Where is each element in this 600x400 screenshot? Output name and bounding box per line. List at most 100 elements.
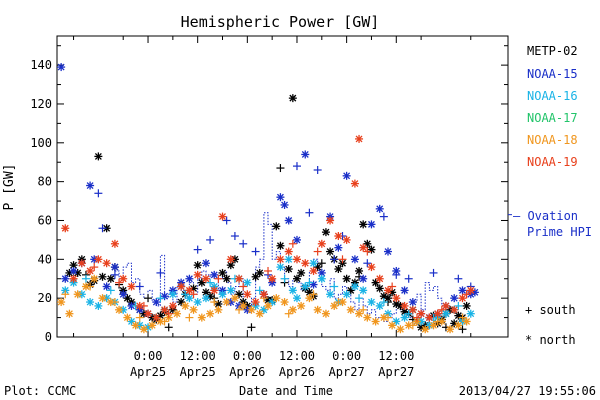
point-south-noaa-19 [462,290,471,299]
point-north-noaa-15 [69,266,78,275]
point-north-noaa-18 [172,309,181,318]
point-north-noaa-15 [392,266,401,275]
point-north-metp-02 [342,274,351,283]
legend-entry-noaa-17: NOAA-17 [527,111,578,125]
point-north-noaa-16 [350,282,359,291]
point-north-noaa-16 [326,290,335,299]
point-north-noaa-18 [462,317,471,326]
point-north-noaa-18 [346,305,355,314]
point-north-noaa-18 [139,325,148,334]
y-tick-label: 20 [38,291,52,305]
point-north-noaa-18 [90,274,99,283]
point-south-noaa-15 [98,224,107,233]
point-north-noaa-19 [210,286,219,295]
point-south-noaa-18 [284,309,293,318]
point-north-metp-02 [384,294,393,303]
point-south-noaa-16 [379,298,388,307]
x-tick-date-label: Apr26 [229,365,265,379]
footer-timestamp: 2013/04/27 19:55:06 [459,384,596,398]
point-south-noaa-15 [222,216,231,225]
point-north-noaa-18 [81,282,90,291]
point-north-noaa-15 [210,270,219,279]
point-north-noaa-19 [127,282,136,291]
point-south-noaa-15 [330,255,339,264]
point-north-noaa-18 [148,321,157,330]
point-north-noaa-15 [152,298,161,307]
point-north-noaa-18 [421,325,430,334]
point-north-noaa-18 [272,294,281,303]
point-south-noaa-16 [280,274,289,283]
point-south-noaa-15 [193,245,202,254]
point-north-noaa-18 [280,298,289,307]
legend: METP-02 NOAA-15 NOAA-16 NOAA-17 NOAA-18 … [513,44,592,347]
point-north-noaa-19 [119,274,128,283]
point-south-noaa-15 [251,247,260,256]
point-south-noaa-19 [412,313,421,322]
point-north-noaa-15 [384,247,393,256]
point-north-noaa-15 [301,150,310,159]
legend-entry-metp-02: METP-02 [527,44,578,58]
point-north-noaa-19 [450,305,459,314]
point-north-noaa-15 [110,263,119,272]
point-north-noaa-19 [334,232,343,241]
point-north-noaa-19 [243,290,252,299]
point-north-noaa-19 [326,216,335,225]
point-north-noaa-19 [144,309,153,318]
point-north-noaa-18 [206,309,215,318]
point-north-noaa-19 [86,266,95,275]
point-north-noaa-18 [338,298,347,307]
point-north-noaa-19 [152,313,161,322]
point-south-metp-02 [164,323,173,332]
point-north-noaa-19 [417,309,426,318]
point-south-noaa-16 [305,278,314,287]
point-north-noaa-18 [404,321,413,330]
point-north-noaa-18 [288,305,297,314]
legend-north: * north [525,333,576,347]
point-north-noaa-19 [218,212,227,221]
point-north-noaa-16 [94,301,103,310]
point-north-noaa-16 [218,290,227,299]
point-north-noaa-18 [363,313,372,322]
point-south-noaa-19 [388,282,397,291]
point-south-noaa-18 [185,313,194,322]
x-tick-date-label: Apr25 [130,365,166,379]
point-north-metp-02 [284,265,293,274]
point-north-noaa-15 [375,204,384,213]
point-north-noaa-16 [342,290,351,299]
point-north-metp-02 [255,268,264,277]
point-north-noaa-19 [77,259,86,268]
point-north-noaa-18 [189,305,198,314]
legend-entry-noaa-15: NOAA-15 [527,67,578,81]
point-north-noaa-18 [197,313,206,322]
point-south-noaa-19 [437,305,446,314]
point-north-noaa-15 [57,63,66,72]
point-south-noaa-18 [135,313,144,322]
x-tick-date-label: Apr27 [378,365,414,379]
point-north-noaa-16 [375,301,384,310]
point-north-noaa-19 [276,255,285,264]
point-north-noaa-18 [181,301,190,310]
point-north-noaa-18 [239,301,248,310]
point-north-noaa-19 [226,255,235,264]
point-north-noaa-19 [185,286,194,295]
point-south-noaa-18 [309,290,318,299]
point-north-noaa-19 [284,247,293,256]
point-north-noaa-19 [425,313,434,322]
point-north-noaa-18 [115,305,124,314]
point-south-noaa-16 [181,290,190,299]
point-north-noaa-18 [73,290,82,299]
point-north-noaa-19 [135,301,144,310]
x-tick-date-label: Apr26 [279,365,315,379]
point-north-noaa-18 [388,321,397,330]
point-north-noaa-16 [276,263,285,272]
point-north-noaa-15 [309,280,318,289]
point-south-metp-02 [144,294,153,303]
y-axis-label: P [GW] [2,164,17,211]
point-south-noaa-15 [110,270,119,279]
point-north-noaa-16 [193,298,202,307]
point-north-noaa-19 [367,263,376,272]
point-north-noaa-19 [94,255,103,264]
point-north-noaa-18 [297,301,306,310]
point-north-noaa-18 [131,321,140,330]
point-north-metp-02 [321,228,330,237]
